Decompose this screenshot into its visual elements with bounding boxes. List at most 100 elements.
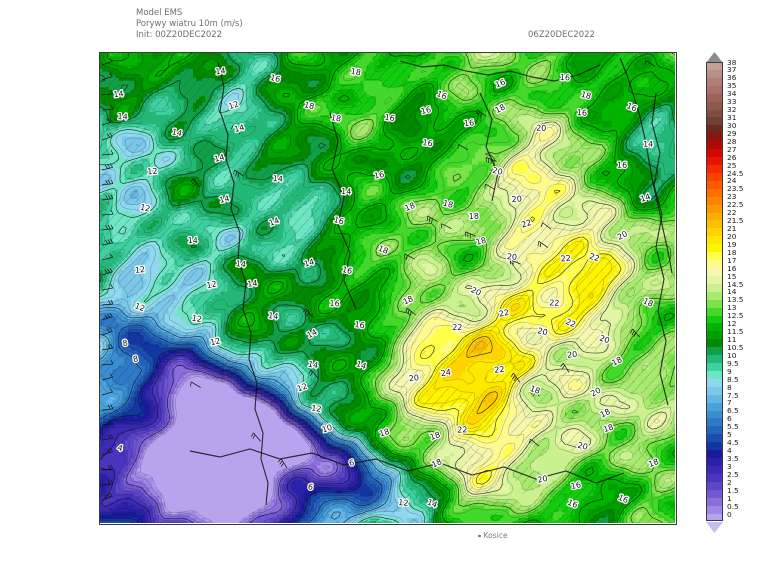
colorbar-band	[706, 109, 723, 118]
colorbar-tick-label: 15	[727, 272, 736, 281]
colorbar-tick-label: 4	[727, 447, 732, 455]
colorbar-tick-label: 17	[727, 256, 736, 265]
colorbar-tick-label: 16	[727, 264, 736, 273]
colorbar-band	[706, 339, 723, 348]
city-label: Kosice	[484, 531, 508, 540]
colorbar-tick-label: 6.5	[727, 407, 739, 415]
contour-value-labels: 1818141814142018221614182216201612818181…	[112, 65, 662, 511]
colorbar-tick-label: 30	[727, 121, 736, 130]
colorbar-tick-label: 24.5	[727, 169, 743, 178]
colorbar-band	[706, 283, 723, 292]
colorbar-band	[706, 212, 723, 221]
hatch-overlay	[100, 53, 675, 523]
colorbar-tick-label: 27	[727, 145, 736, 154]
colorbar-band	[706, 481, 723, 490]
colorbar-band	[706, 355, 723, 364]
city-marker-kosice: Kosice	[478, 531, 508, 540]
colorbar-band	[706, 370, 723, 379]
wind-gust-field: 18 18 14 18 14 14 20 18 22 16 14 18 22 16 20 16 12 8 18 18 1…	[100, 53, 676, 524]
colorbar-tick-label: 2	[727, 478, 732, 487]
colorbar-band	[706, 347, 723, 356]
colorbar-top-arrow-icon	[706, 52, 723, 63]
colorbar-tick-label: 37	[727, 66, 736, 74]
colorbar-tick-label: 3	[727, 462, 732, 471]
colorbar-tick-label: 28	[727, 137, 736, 146]
colorbar-bands	[706, 62, 723, 522]
colorbar-band	[706, 513, 723, 522]
colorbar-tick-label: 9.5	[727, 359, 739, 368]
colorbar-tick-label: 0.5	[727, 502, 739, 511]
colorbar-tick-label: 7.5	[727, 391, 739, 400]
colorbar-band	[706, 220, 723, 229]
colorbar-band	[706, 204, 723, 213]
colorbar-tick-label: 22	[727, 209, 736, 217]
colorbar-band	[706, 299, 723, 308]
colorbar-tick-label: 21	[727, 225, 736, 233]
colorbar-tick-label: 11.5	[727, 328, 743, 336]
colorbar-tick-label: 20	[727, 232, 736, 241]
colorbar-band	[706, 394, 723, 403]
colorbar-band	[706, 378, 723, 387]
colorbar-tick-label: 21.5	[727, 217, 743, 225]
colorbar-tick-label: 24	[727, 177, 736, 185]
colorbar-tick-label: 12	[727, 320, 736, 328]
colorbar-band	[706, 141, 723, 150]
colorbar-band	[706, 410, 723, 419]
colorbar-band	[706, 386, 723, 395]
colorbar-band	[706, 236, 723, 245]
colorbar-band	[706, 291, 723, 300]
colorbar-band	[706, 93, 723, 102]
colorbar-band	[706, 157, 723, 165]
colorbar-band	[706, 77, 723, 86]
colorbar-tick-label: 2.5	[727, 470, 739, 479]
colorbar-band	[706, 505, 723, 514]
city-dot-icon	[478, 534, 481, 538]
colorbar-band	[706, 497, 723, 506]
colorbar-band	[706, 133, 723, 142]
colorbar-tick-label: 10	[727, 351, 736, 360]
colorbar-band	[706, 252, 723, 261]
header-valid-time: 06Z20DEC2022	[528, 30, 595, 41]
colorbar-tick-label: 34	[727, 90, 736, 98]
colorbar-band	[706, 228, 723, 237]
colorbar-band	[706, 69, 723, 78]
colorbar-band	[706, 473, 723, 482]
colorbar-tick-label: 13	[727, 304, 736, 312]
colorbar-band	[706, 244, 723, 253]
colorbar-tick-label: 5.5	[727, 423, 739, 431]
colorbar-band	[706, 466, 723, 474]
colorbar-tick-label: 36	[727, 74, 736, 82]
colorbar-tick-label: 23.5	[727, 185, 743, 193]
colorbar-tick-label: 26	[727, 153, 736, 162]
colorbar-band	[706, 172, 723, 181]
colorbar-bottom-arrow-icon	[706, 521, 723, 533]
colorbar-tick-label: 1	[727, 494, 732, 503]
colorbar-tick-label: 29	[727, 129, 736, 138]
colorbar-band	[706, 101, 723, 110]
colorbar-tick-label: 5	[727, 431, 732, 439]
colorbar-tick-label: 18	[727, 248, 736, 257]
colorbar-band	[706, 323, 723, 332]
colorbar-tick-label: 8.5	[727, 375, 739, 384]
colorbar-tick-label: 33	[727, 98, 736, 106]
country-borders	[189, 57, 673, 506]
colorbar-tick-label: 14.5	[727, 280, 743, 289]
colorbar-tick-label: 32	[727, 106, 736, 114]
colorbar-tick-label: 11	[727, 336, 736, 344]
colorbar-band	[706, 458, 723, 467]
colorbar-tick-label: 1.5	[727, 486, 739, 495]
colorbar-band	[706, 188, 723, 197]
colorbar-band	[706, 434, 723, 443]
map-frame[interactable]: 18 18 14 18 14 14 20 18 22 16 14 18 22 16 20 16 12 8 18 18 1…	[99, 52, 677, 525]
colorbar-band	[706, 426, 723, 435]
colorbar-tick-label: 14	[727, 288, 736, 296]
colorbar-tick-label: 3.5	[727, 455, 739, 463]
colorbar-band	[706, 275, 723, 284]
colorbar-band	[706, 402, 723, 411]
colorbar-band	[706, 196, 723, 205]
colorbar-band	[706, 307, 723, 316]
colorbar-band	[706, 117, 723, 126]
colorbar-tick-label: 22.5	[727, 201, 743, 209]
colorbar-tick-label: 35	[727, 82, 736, 90]
